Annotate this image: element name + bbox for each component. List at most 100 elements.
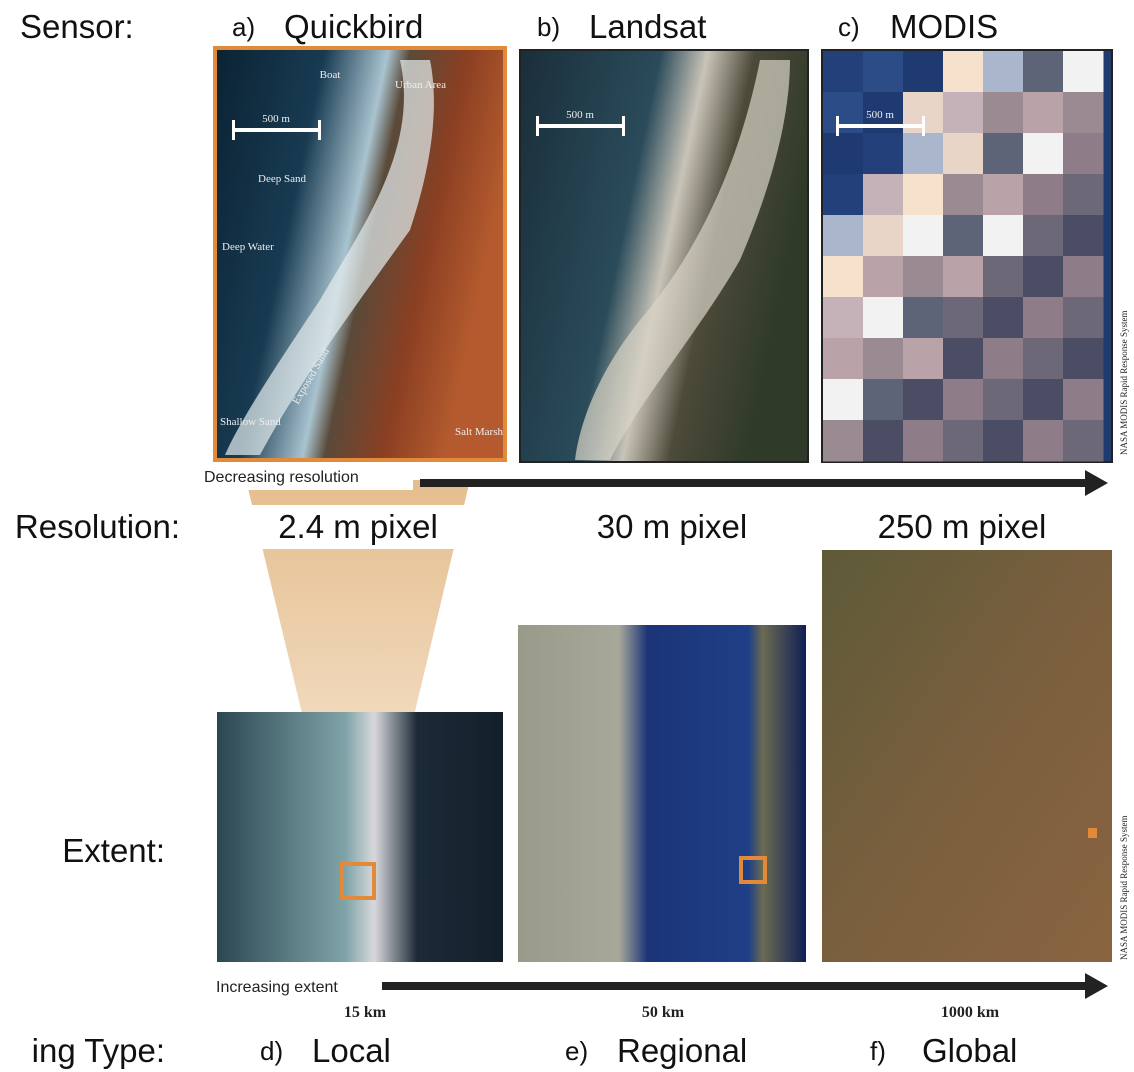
modis-pixel (1023, 420, 1064, 462)
modis-pixel (943, 92, 984, 134)
modis-pixel (943, 133, 984, 175)
modis-pixel (1023, 338, 1064, 380)
global-image (822, 550, 1112, 962)
modis-pixel (1023, 256, 1064, 298)
modis-pixel (943, 379, 984, 421)
scale-bar-end (622, 116, 625, 136)
credit: NASA MODIS Rapid Response System (1119, 310, 1129, 455)
modis-pixel (903, 420, 944, 462)
modis-pixel (1063, 51, 1104, 93)
modis-pixel (903, 133, 944, 175)
modis-pixel (943, 256, 984, 298)
figure: Sensor: Resolution: Extent: ing Type: a)… (0, 0, 1134, 1072)
modis-pixel (903, 256, 944, 298)
extent-letter: d) (260, 1036, 283, 1066)
modis-pixel (823, 338, 864, 380)
modis-pixel (1063, 420, 1104, 462)
scale-bar (836, 124, 924, 128)
arrow-shaft (420, 479, 1090, 487)
map-label: Deep Water (222, 241, 274, 253)
sensor-letter: c) (838, 12, 860, 42)
extent-size: 15 km (344, 1004, 387, 1021)
modis-pixel (983, 297, 1024, 339)
modis-pixel (983, 379, 1024, 421)
extent-letter: e) (565, 1036, 588, 1066)
modis-pixel (1023, 92, 1064, 134)
row-label: Sensor: (20, 8, 134, 45)
modis-pixel (983, 133, 1024, 175)
modis-pixel (1063, 338, 1104, 380)
scale-label: 500 m (866, 109, 894, 121)
modis-pixel (1063, 215, 1104, 257)
modis-pixel (863, 297, 904, 339)
modis-pixel (943, 297, 984, 339)
modis-pixel (1023, 215, 1064, 257)
extent-name: Local (312, 1032, 391, 1069)
scale-bar (232, 128, 320, 132)
modis-pixel (863, 174, 904, 216)
modis-pixel (983, 174, 1024, 216)
modis-pixel (903, 338, 944, 380)
resolution-label: 30 m pixel (597, 508, 747, 545)
sensor-name: Landsat (589, 8, 706, 45)
modis-pixel (863, 51, 904, 93)
modis-pixel (863, 215, 904, 257)
modis-pixel (943, 420, 984, 462)
locator-box (1088, 828, 1097, 838)
modis-pixel (863, 338, 904, 380)
modis-pixel (823, 256, 864, 298)
row-label: ing Type: (32, 1032, 165, 1069)
resolution-label: 2.4 m pixel (278, 508, 438, 545)
modis-pixel (943, 338, 984, 380)
modis-pixel (1023, 174, 1064, 216)
extent-name: Regional (617, 1032, 747, 1069)
row-label: Extent: (62, 832, 165, 869)
modis-pixel (823, 379, 864, 421)
modis-pixel (823, 215, 864, 257)
modis-pixel (903, 215, 944, 257)
modis-pixel (903, 51, 944, 93)
modis-pixel (823, 420, 864, 462)
modis-pixel (1063, 297, 1104, 339)
scale-bar-end (318, 120, 321, 140)
modis-pixel (863, 133, 904, 175)
resolution-label: 250 m pixel (878, 508, 1047, 545)
map-label: Salt Marsh (455, 426, 503, 438)
modis-pixel (1063, 133, 1104, 175)
modis-pixel (983, 92, 1024, 134)
modis-pixel (1023, 379, 1064, 421)
map-label: Urban Area (395, 79, 446, 91)
modis-pixel (1023, 51, 1064, 93)
sensor-letter: a) (232, 12, 255, 42)
sensor-name: MODIS (890, 8, 998, 45)
modis-pixel (1063, 379, 1104, 421)
modis-pixel (823, 133, 864, 175)
modis-pixel (943, 51, 984, 93)
modis-pixel (1063, 256, 1104, 298)
modis-pixel (1023, 297, 1064, 339)
modis-pixel (1063, 92, 1104, 134)
modis-pixel (983, 51, 1024, 93)
regional-image (518, 625, 806, 962)
scale-bar (536, 124, 624, 128)
modis-pixel (1063, 174, 1104, 216)
arrow-label: Increasing extent (216, 979, 338, 996)
arrow-shaft (382, 982, 1090, 990)
modis-pixel (983, 256, 1024, 298)
modis-pixel (903, 379, 944, 421)
modis-pixel (1023, 133, 1064, 175)
map-label: Deep Sand (258, 173, 306, 185)
map-label: Shallow Sand (220, 416, 281, 428)
row-label: Resolution: (15, 508, 180, 545)
modis-pixel (903, 174, 944, 216)
modis-pixels (823, 51, 1104, 462)
modis-pixel (943, 174, 984, 216)
modis-pixel (823, 174, 864, 216)
extent-name: Global (922, 1032, 1017, 1069)
arrow-head (1085, 470, 1108, 496)
scale-label: 500 m (262, 113, 290, 125)
scale-bar-end (232, 120, 235, 140)
modis-pixel (823, 297, 864, 339)
sensor-letter: b) (537, 12, 560, 42)
extent-size: 1000 km (941, 1004, 1000, 1021)
